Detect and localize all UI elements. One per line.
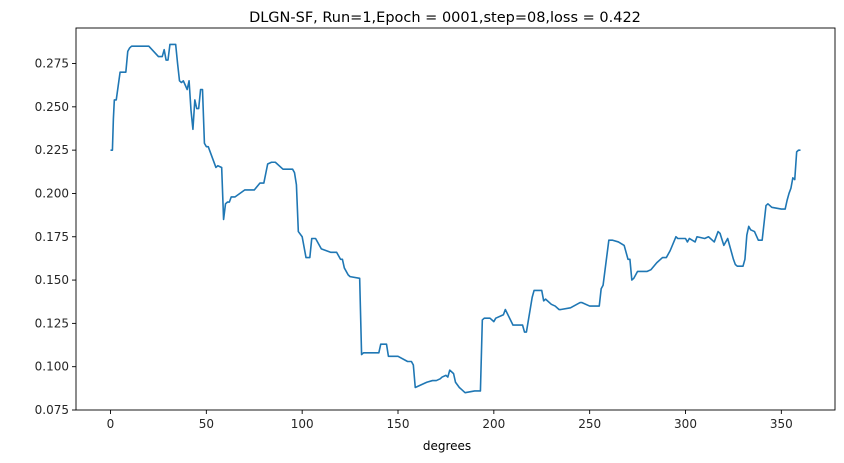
x-tick-label: 200	[482, 417, 505, 431]
y-tick-label: 0.125	[35, 316, 69, 330]
y-tick-label: 0.150	[35, 273, 69, 287]
x-axis-label: degrees	[423, 439, 471, 453]
y-tick-label: 0.225	[35, 143, 69, 157]
x-tick-label: 0	[107, 417, 115, 431]
x-tick-label: 50	[199, 417, 214, 431]
y-tick-label: 0.200	[35, 186, 69, 200]
y-tick-label: 0.275	[35, 57, 69, 71]
y-tick-label: 0.100	[35, 360, 69, 374]
y-axis-ticks: 0.075 0.100 0.125 0.150 0.175 0.200 0.225 0.250…	[35, 57, 76, 417]
plot-area	[110, 43, 801, 394]
y-tick-label: 0.175	[35, 230, 69, 244]
plot-frame	[75, 27, 836, 411]
x-tick-label: 300	[674, 417, 697, 431]
x-tick-label: 250	[578, 417, 601, 431]
chart-title: DLGN-SF, Run=1,Epoch = 0001,step=08,loss…	[249, 10, 641, 26]
x-axis-ticks: 0 50 100 150 200 250 300 350	[107, 410, 793, 431]
y-tick-label: 0.250	[35, 100, 69, 114]
x-tick-label: 100	[291, 417, 314, 431]
x-tick-label: 150	[387, 417, 410, 431]
x-tick-label: 350	[770, 417, 793, 431]
series-line	[110, 43, 801, 394]
y-tick-label: 0.075	[35, 403, 69, 417]
